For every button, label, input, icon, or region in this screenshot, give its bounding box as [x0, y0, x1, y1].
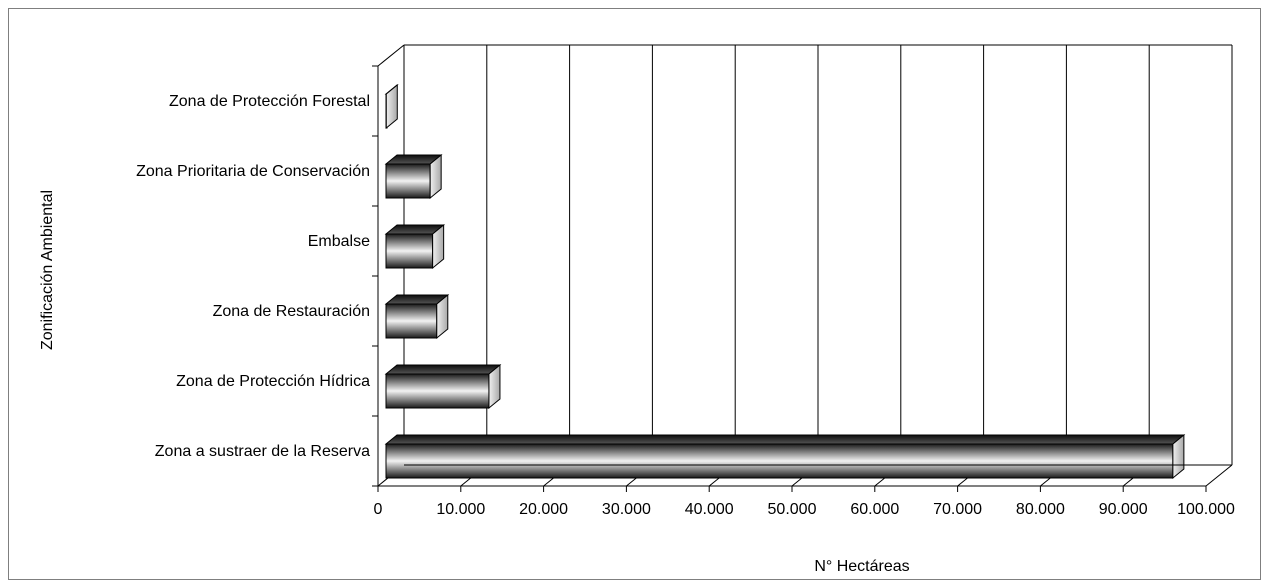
category-label: Zona Prioritaria de Conservación — [136, 163, 370, 180]
chart-walls — [377, 44, 1233, 465]
bar-front-face — [385, 443, 1174, 479]
axes — [372, 65, 1232, 492]
category-label: Zona de Restauración — [213, 303, 370, 320]
bar-side-face — [385, 83, 398, 130]
bar-top-face — [384, 434, 1186, 445]
x-tick-label: 20.000 — [519, 501, 568, 518]
bar — [384, 363, 502, 410]
bar-side-face — [432, 223, 445, 270]
bar — [384, 223, 446, 270]
x-tick-label: 60.000 — [850, 501, 899, 518]
bar-front-face — [385, 373, 490, 409]
gridlines — [377, 45, 1233, 487]
x-tick-label: 90.000 — [1099, 501, 1148, 518]
bar — [384, 433, 1186, 480]
bar — [384, 83, 399, 130]
x-tick-label: 50.000 — [768, 501, 817, 518]
category-label: Zona a sustraer de la Reserva — [155, 443, 370, 460]
x-tick-label: 40.000 — [685, 501, 734, 518]
x-tick-label: 30.000 — [602, 501, 651, 518]
chart-frame — [8, 8, 1261, 580]
bar-side-face — [429, 153, 442, 200]
category-label: Zona de Protección Forestal — [169, 93, 370, 110]
category-label: Zona de Protección Hídrica — [176, 373, 370, 390]
x-tick-label: 80.000 — [1016, 501, 1065, 518]
bar — [384, 293, 450, 340]
bars — [384, 83, 1186, 480]
x-tick-label: 10.000 — [436, 501, 485, 518]
bar-side-face — [436, 293, 449, 340]
bar — [384, 153, 443, 200]
x-tick-label: 0 — [374, 501, 383, 518]
x-tick-label: 70.000 — [933, 501, 982, 518]
bar-front-face — [385, 163, 431, 199]
bar-top-face — [384, 364, 502, 375]
x-tick-label: 100.000 — [1177, 501, 1235, 518]
bar-side-face — [1172, 433, 1185, 480]
side-wall-top — [377, 44, 405, 67]
bar-side-face — [488, 363, 501, 410]
bar-front-face — [385, 233, 434, 269]
x-tick-labels: 0 10.000 20.000 30.000 40.000 50.000 60.000 70.… — [374, 501, 1235, 518]
category-labels: Zona a sustraer de la Reserva Zona de Pro… — [136, 93, 370, 460]
x-axis-label: N° Hectáreas — [814, 558, 909, 575]
floor-gridline — [1205, 464, 1233, 487]
y-axis-label: Zonificación Ambiental — [39, 190, 56, 350]
bar-front-face — [385, 303, 438, 339]
category-label: Embalse — [308, 233, 370, 250]
